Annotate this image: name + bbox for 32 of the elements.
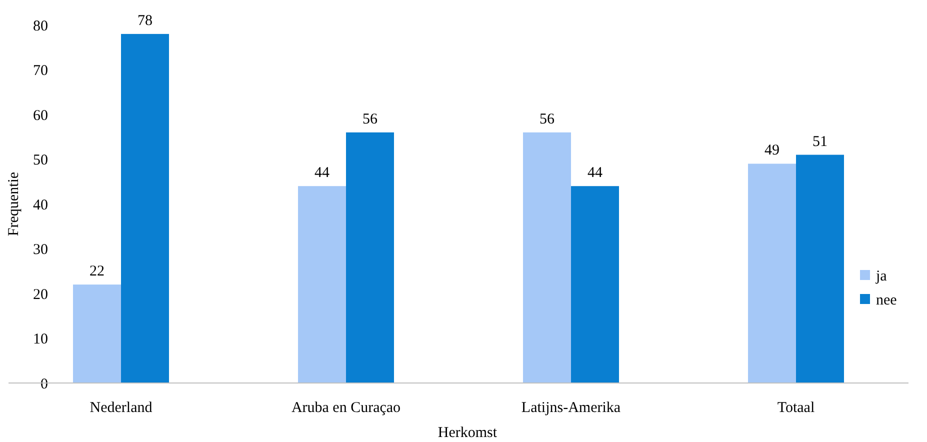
bar: [298, 186, 346, 383]
y-tick-label: 80: [33, 18, 48, 34]
bar: [796, 154, 844, 383]
x-tick-label: Aruba en Curaçao: [291, 400, 401, 416]
y-tick-label: 60: [33, 108, 48, 124]
data-label: 51: [812, 134, 828, 150]
legend-label: ja: [875, 268, 888, 284]
y-tick-label: 20: [33, 286, 48, 303]
y-tick-label: 70: [33, 63, 48, 79]
data-label: 56: [540, 111, 555, 128]
bar: [121, 34, 169, 383]
bar: [73, 284, 121, 383]
data-label: 22: [90, 264, 104, 280]
y-axis-title: Frequentie: [6, 172, 22, 236]
x-tick-label: Nederland: [90, 400, 153, 416]
bar: [523, 132, 571, 383]
y-tick-label: 30: [33, 242, 48, 258]
y-tick-label: 40: [33, 197, 48, 214]
data-label: 78: [138, 12, 152, 29]
data-label: 44: [314, 165, 330, 182]
bar: [346, 132, 394, 383]
bar: [748, 164, 796, 383]
data-label: 49: [764, 142, 780, 159]
legend-label: nee: [876, 292, 898, 308]
x-tick-label: Totaal: [777, 400, 815, 416]
y-tick-label: 10: [33, 332, 48, 348]
data-label: 44: [588, 165, 603, 182]
data-label: 56: [362, 111, 378, 128]
y-tick-label: 50: [33, 152, 48, 168]
x-tick-label: Latijns-Amerika: [521, 400, 621, 416]
x-axis-title: Herkomst: [438, 425, 498, 441]
bar: [571, 186, 619, 383]
